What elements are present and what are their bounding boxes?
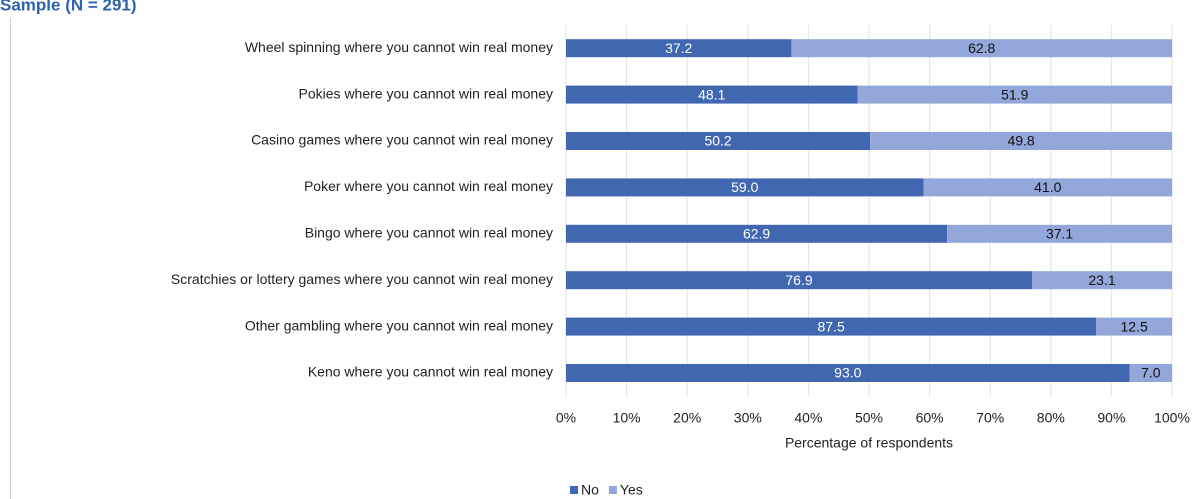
y-tick-label: Scratchies or lottery games where you ca… xyxy=(171,271,553,287)
x-tick-label: 40% xyxy=(794,410,822,426)
x-tick-label: 10% xyxy=(613,410,641,426)
data-label: 51.9 xyxy=(1001,86,1028,102)
data-label: 37.2 xyxy=(665,40,692,56)
y-tick-label: Casino games where you cannot win real m… xyxy=(251,132,553,148)
x-tick-label: 0% xyxy=(556,410,576,426)
bar-segment xyxy=(1129,364,1172,382)
x-axis-title: Percentage of respondents xyxy=(785,435,953,451)
data-label: 23.1 xyxy=(1088,272,1115,288)
x-tick-label: 70% xyxy=(976,410,1004,426)
bar-segment xyxy=(857,85,1172,104)
y-tick-label: Pokies where you cannot win real money xyxy=(299,85,553,101)
bar-segment xyxy=(1096,317,1172,336)
bar-segment xyxy=(923,178,1172,197)
data-label: 62.8 xyxy=(968,40,995,56)
y-tick-label: Keno where you cannot win real money xyxy=(308,364,553,380)
data-label: 37.1 xyxy=(1046,226,1073,242)
bar-segment xyxy=(566,271,1033,290)
bar-segment xyxy=(566,85,858,104)
data-label: 87.5 xyxy=(818,318,845,334)
y-tick-label: Other gambling where you cannot win real… xyxy=(245,317,553,333)
x-tick-label: 20% xyxy=(673,410,701,426)
data-label: 7.0 xyxy=(1141,365,1161,381)
y-tick-label: Poker where you cannot win real money xyxy=(304,178,553,194)
x-tick-label: 60% xyxy=(916,410,944,426)
bar-segment xyxy=(566,317,1097,336)
bar-segment xyxy=(566,224,948,243)
x-tick-label: 80% xyxy=(1037,410,1065,426)
bar-segment xyxy=(870,132,1172,150)
y-tick-label: Bingo where you cannot win real money xyxy=(305,225,553,241)
bar-segment xyxy=(566,39,792,58)
data-label: 49.8 xyxy=(1007,133,1034,149)
bar-segment xyxy=(947,224,1172,243)
x-tick-label: 50% xyxy=(855,410,883,426)
bar-segment xyxy=(566,132,871,150)
legend-label: Yes xyxy=(620,482,643,498)
data-label: 62.9 xyxy=(743,226,770,242)
data-label: 12.5 xyxy=(1121,318,1148,334)
bar-segment xyxy=(1032,271,1172,290)
legend-swatch xyxy=(570,486,578,494)
data-label: 76.9 xyxy=(785,272,812,288)
legend-swatch xyxy=(608,486,617,494)
data-label: 93.0 xyxy=(834,365,861,381)
bar-segment xyxy=(566,178,924,197)
legend-label: No xyxy=(581,482,599,498)
data-label: 41.0 xyxy=(1034,179,1061,195)
x-tick-label: 30% xyxy=(734,410,762,426)
x-tick-label: 100% xyxy=(1154,410,1190,426)
y-tick-label: Wheel spinning where you cannot win real… xyxy=(245,39,553,55)
chart-title: Sample (N = 291) xyxy=(0,0,137,14)
bar-segment xyxy=(566,364,1130,382)
x-tick-label: 90% xyxy=(1097,410,1125,426)
data-label: 50.2 xyxy=(704,133,731,149)
data-label: 59.0 xyxy=(731,179,758,195)
data-label: 48.1 xyxy=(698,86,725,102)
bar-segment xyxy=(791,39,1172,58)
